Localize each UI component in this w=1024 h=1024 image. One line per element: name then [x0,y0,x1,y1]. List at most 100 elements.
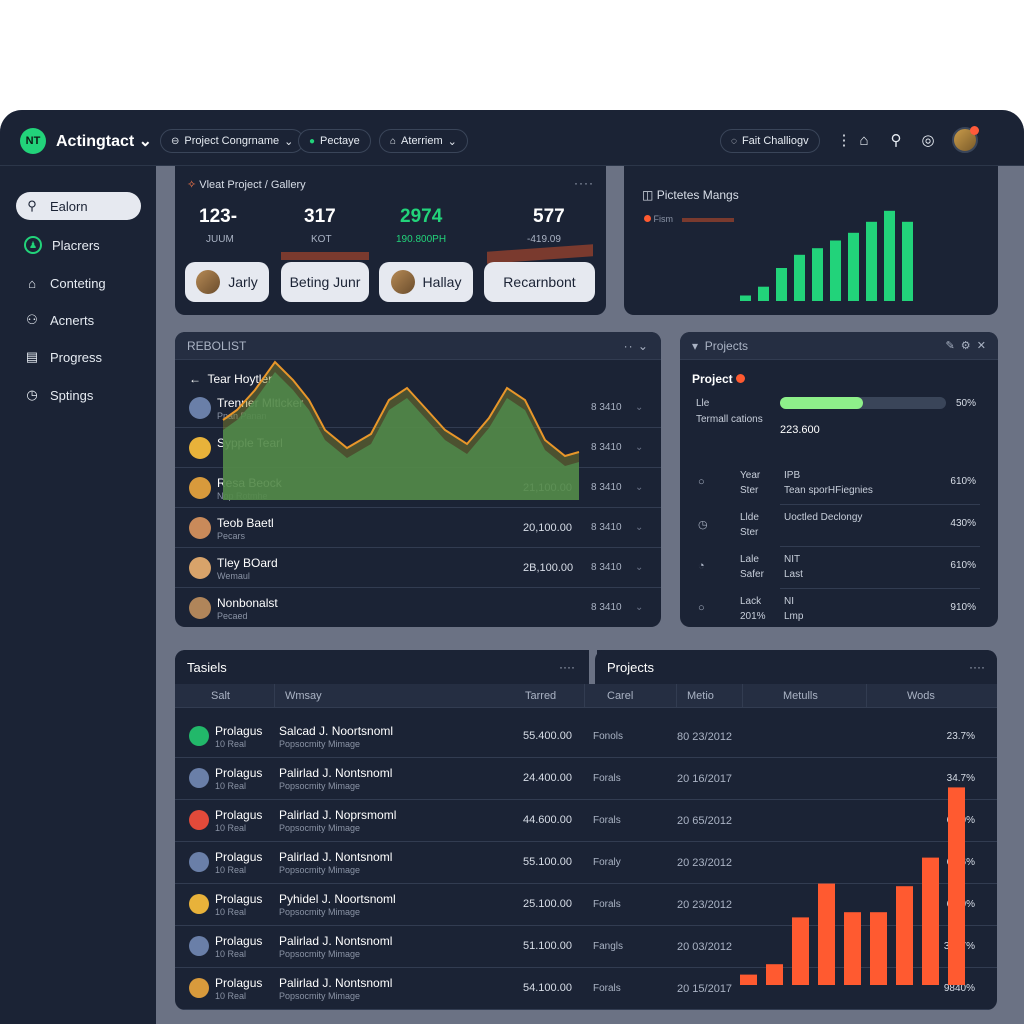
project-row-label: Lale Safer [740,554,764,580]
table-cell: 63.6% [946,857,975,868]
list-item[interactable]: Resa Beock Nop Rotmhe 21,100.00 8 3410 ⌄ [175,470,661,508]
column-header[interactable]: Metulls [743,684,867,708]
app-logo: NT [20,128,46,154]
user-avatar[interactable] [952,126,979,153]
more-icon[interactable]: ·· ⌄ [623,339,649,353]
chevron-down-icon[interactable]: ⌄ [635,482,644,493]
table-cell: 20 23/2012 [677,899,733,911]
avatar [189,437,211,459]
list-item[interactable]: Nonbonalst Pecaed 8 3410 ⌄ [175,590,661,627]
pin-icon[interactable]: ✎ [945,340,955,352]
more-icon[interactable]: ···· [969,660,985,674]
table-cell: 10 Real [215,865,247,875]
legend-dot [644,215,651,222]
tasks-card: Tasiels ···· Projects ···· Salt Wmsay Ta… [175,650,997,1010]
project-row[interactable]: ○ Year Ster IPB Tean sporHFiegnies 610% [680,470,998,512]
chevron-down-icon[interactable]: ⌄ [635,442,644,453]
table-cell: 9840% [943,983,975,994]
tasks-title: Tasiels [187,659,227,675]
person-chip[interactable]: Recarnbont [484,262,595,302]
legend-label: Fism [653,214,674,224]
table-row[interactable]: Prolagus 10 Real Salcad J. Noortsnoml Popso… [175,716,997,758]
more-icon[interactable]: ···· [574,176,594,190]
sidebar-item-progress[interactable]: ▤ Progress [16,343,141,371]
home-icon[interactable]: ⌂ [859,132,869,149]
project-selector[interactable]: ⊖ Project Congrname ⌄ [160,129,305,153]
table-cell: Palirlad J. Nontsnoml [279,934,393,948]
lock-icon: ⌂ [390,135,397,147]
list-item-code: 8 3410 [591,562,622,573]
more-icon[interactable]: ···· [559,660,575,674]
sidebar-item-acnerts[interactable]: ⚇ Acnerts [16,306,141,334]
stat-value: 123- [199,206,238,227]
search-icon[interactable]: ⚲ [890,132,902,149]
table-row[interactable]: Prolagus 10 Real Palirlad J. Noprsmoml Pops… [175,800,997,842]
person-chip[interactable]: Jarly [185,262,269,302]
column-header[interactable]: Wods [907,690,935,702]
project-row[interactable]: ◷ Llde Ster Uoctled Declongy 430% [680,512,998,554]
table-cell: Foraly [593,857,621,868]
table-cell: 24.400.00 [523,772,572,784]
table-cell: 10 Real [215,949,247,959]
list-item[interactable]: Trenner Mltlcker Pnan Panan 8 3410 ⌄ [175,390,661,428]
chevron-down-icon[interactable]: ⌄ [635,562,644,573]
status-icon: ○ [698,602,705,614]
table-cell: Palirlad J. Nontsnoml [279,850,393,864]
table-cell: 51.100.00 [523,940,572,952]
sidebar-item-ealorn[interactable]: ⚲ Ealorn [16,192,141,220]
column-header[interactable]: Salt [175,684,275,708]
column-header[interactable]: Metio [677,684,743,708]
activity-bar [758,286,769,301]
project-row-percent: 610% [950,560,976,571]
avatar [189,936,209,956]
bell-icon[interactable]: ◎ [921,132,935,149]
table-cell: Popsocmity Mimage [279,865,361,875]
table-cell: Fonols [593,731,624,742]
column-header[interactable]: Wmsay [275,684,585,708]
breadcrumb-text: Vleat Project / Gallery [199,179,306,191]
sidebar-item-sptings[interactable]: ◷ Sptings [16,381,141,409]
chevron-down-icon[interactable]: ⌄ [635,402,644,413]
table-row[interactable]: Prolagus 10 Real Palirlad J. Nontsnoml Pops… [175,968,997,1010]
list-item[interactable]: Teob Baetl Pecars 20,100.00 8 3410 ⌄ [175,510,661,548]
table-row[interactable]: Prolagus 10 Real Palirlad J. Nontsnoml Pops… [175,926,997,968]
list-item[interactable]: Tley BOard Wemaul 2B,100.00 8 3410 ⌄ [175,550,661,588]
sidebar-item-placrers[interactable]: ♟ Placrers [16,231,141,259]
table-cell: Prolagus [215,934,263,948]
results-subheader[interactable]: ← Tear Hoytler [189,372,272,386]
close-icon[interactable]: ✕ [976,340,986,352]
challenge-button[interactable]: ◌ Fait Challiogv [720,129,820,153]
progress-percent: 50% [955,398,976,409]
divider [780,546,980,547]
chevron-down-icon[interactable]: ⌄ [635,602,644,613]
table-row[interactable]: Prolagus 10 Real Pyhidel J. Noortsnoml Pops… [175,884,997,926]
table-row[interactable]: Prolagus 10 Real Palirlad J. Nontsnoml Pops… [175,842,997,884]
sidebar-item-conteting[interactable]: ⌂ Conteting [16,269,141,297]
project-row[interactable]: ◔ Lale Safer NIT Last 610% [680,554,998,596]
attention-dropdown[interactable]: ⌂ Aterriem ⌄ [379,129,468,153]
table-cell: 34.7% [946,773,975,784]
sub-label: Termall cations [696,414,763,425]
app-title[interactable]: Actingtact ⌄ [56,133,153,150]
project-row-detail: Uoctled Declongy [784,512,863,523]
list-item-amount: 2B,100.00 [523,562,574,574]
project-label: Project [692,372,746,386]
list-item-sub: Nop Rotmhe [217,491,268,501]
person-chip[interactable]: Beting Junr [281,262,369,302]
clock-icon: ◷ [26,387,38,402]
project-row[interactable]: ○ Lack 201% NI Lmp 910% [680,596,998,627]
column-header[interactable]: Tarred [525,690,557,702]
status-pill[interactable]: ● Pectaye [298,129,371,153]
table-row[interactable]: Prolagus 10 Real Palirlad J. Nontsnoml Pops… [175,758,997,800]
column-header[interactable]: Carel [597,684,677,708]
list-item-amount: 20,100.00 [523,522,572,534]
list-item[interactable]: Sypple Tearl 8 3410 ⌄ [175,430,661,468]
settings-icon[interactable]: ⚙ [960,340,971,352]
chevron-down-icon[interactable]: ⌄ [635,522,644,533]
person-chip[interactable]: Hallay [379,262,473,302]
divider [780,504,980,505]
more-vertical-icon[interactable]: ⋮ [836,132,852,149]
table-cell: Prolagus [215,892,263,906]
chevron-down-icon[interactable]: ▾ [692,338,699,353]
breadcrumb[interactable]: ✧ Vleat Project / Gallery [187,178,306,191]
